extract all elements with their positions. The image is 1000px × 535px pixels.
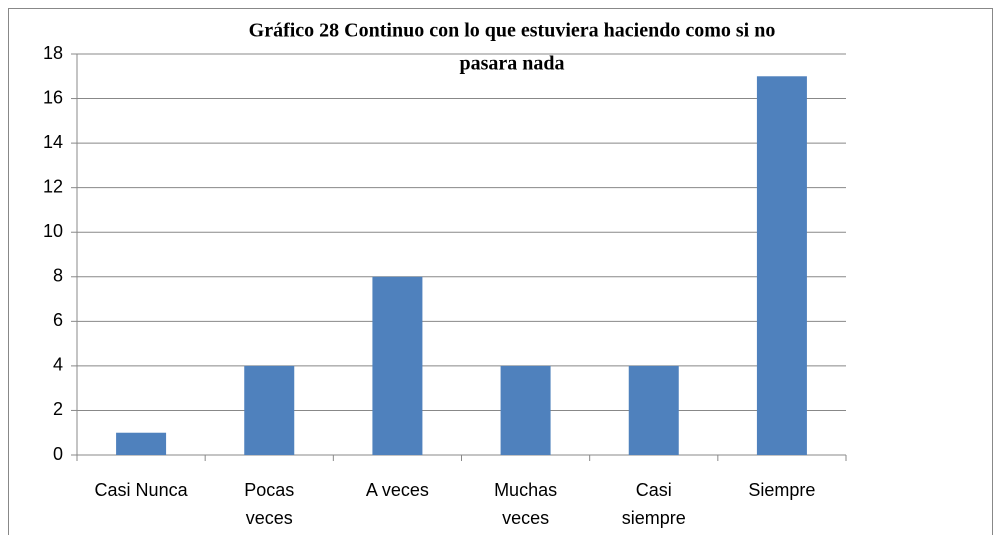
y-tick-label: 18	[43, 43, 63, 63]
y-tick-label: 12	[43, 176, 63, 196]
x-tick-label: veces	[246, 508, 293, 528]
bar	[116, 432, 167, 455]
bar	[372, 276, 423, 455]
chart-frame	[8, 8, 993, 535]
y-tick-label: 4	[53, 355, 63, 375]
x-tick-label: veces	[502, 508, 549, 528]
x-tick-label: siempre	[622, 508, 686, 528]
bar	[244, 365, 295, 455]
x-tick-label: Muchas	[494, 480, 557, 500]
x-tick-label: A veces	[366, 480, 429, 500]
y-tick-label: 14	[43, 132, 63, 152]
chart-title: pasara nada	[459, 53, 564, 75]
y-tick-label: 2	[53, 399, 63, 419]
y-tick-label: 6	[53, 310, 63, 330]
x-tick-label: Casi Nunca	[95, 480, 189, 500]
y-tick-label: 0	[53, 444, 63, 464]
y-tick-label: 8	[53, 266, 63, 286]
bar	[628, 365, 679, 455]
bar	[756, 76, 807, 456]
x-tick-label: Siempre	[748, 480, 815, 500]
x-tick-label: Pocas	[244, 480, 294, 500]
x-tick-label: Casi	[636, 480, 672, 500]
y-tick-label: 10	[43, 221, 63, 241]
bar	[500, 365, 551, 455]
chart-title: Gráfico 28 Continuo con lo que estuviera…	[249, 20, 776, 42]
y-tick-label: 16	[43, 87, 63, 107]
